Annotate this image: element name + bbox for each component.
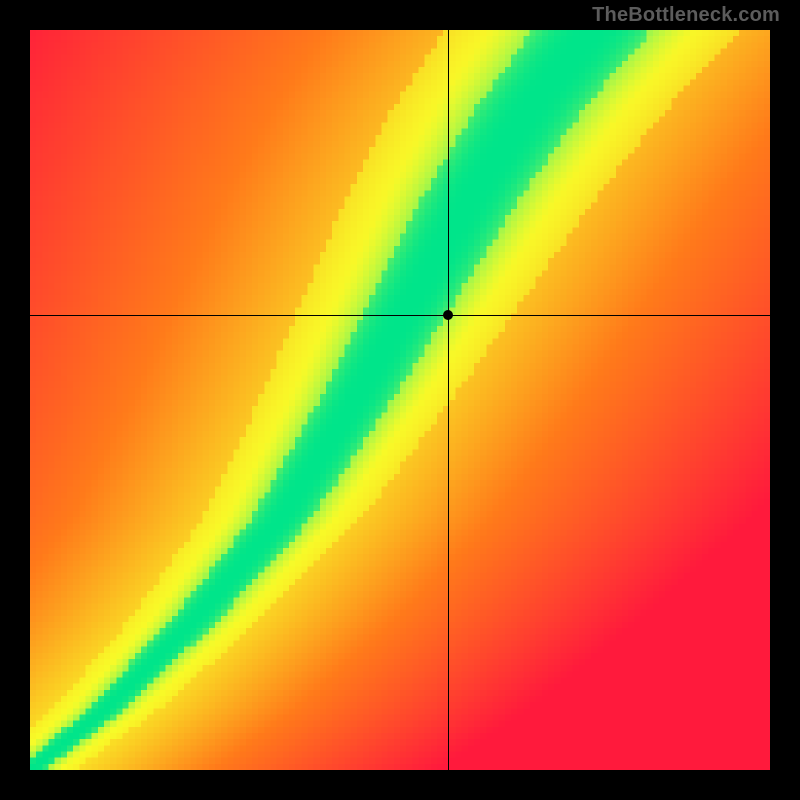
crosshair-vertical <box>448 30 449 770</box>
watermark-text: TheBottleneck.com <box>592 4 780 27</box>
crosshair-horizontal <box>30 315 770 316</box>
chart-container: TheBottleneck.com <box>0 0 800 800</box>
crosshair-marker-dot <box>443 310 453 320</box>
bottleneck-heatmap <box>30 30 770 770</box>
